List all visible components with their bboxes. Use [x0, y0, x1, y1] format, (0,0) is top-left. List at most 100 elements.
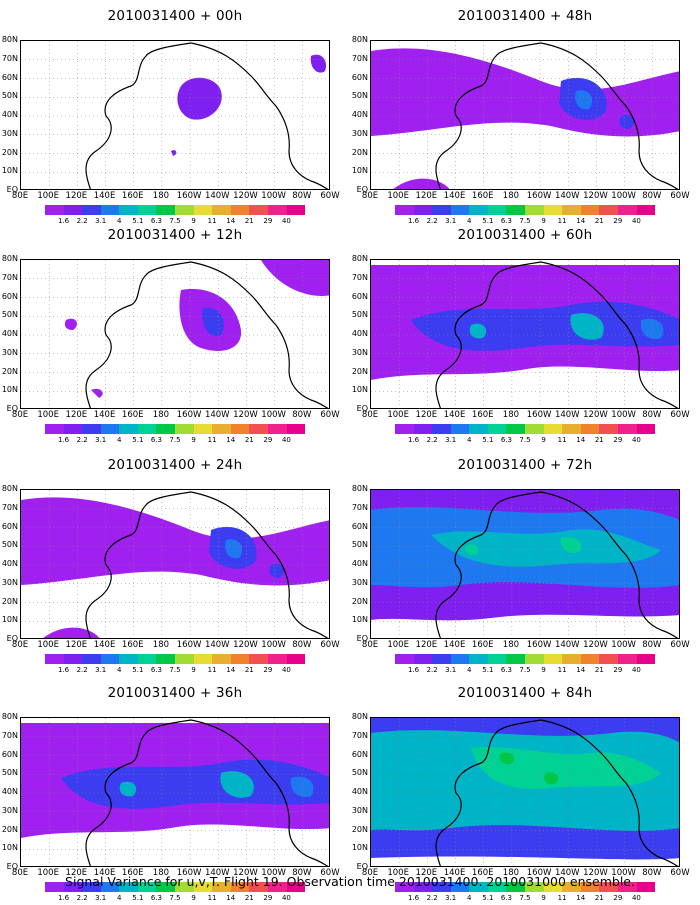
longitude-label: 120W: [583, 640, 608, 650]
colorbar-swatch: [506, 205, 526, 215]
colorbar-swatch: [432, 424, 451, 434]
colorbar-label: 29: [263, 666, 273, 674]
longitude-label: 160W: [526, 868, 552, 878]
colorbar-label: 9: [191, 436, 196, 444]
longitude-label: 80W: [642, 640, 662, 650]
colorbar-label: 3.1: [445, 217, 457, 225]
colorbar-label: 4: [467, 894, 472, 902]
longitude-label: 160E: [471, 191, 494, 201]
colorbar-label: 5.1: [482, 436, 494, 444]
colorbar-swatch: [469, 424, 488, 434]
panel-title: 2010031400 + 36h: [107, 685, 243, 701]
latitude-label: EQ: [6, 185, 18, 194]
colorbar-swatch: [137, 654, 157, 664]
variance-contour: [43, 627, 100, 638]
map-panel: 2010031400 + 24h 80N 70N 60N 50N 40N 30N 20N 10N…: [0, 457, 340, 677]
colorbar: [395, 882, 656, 892]
colorbar-label: 2.2: [76, 436, 88, 444]
longitude-label: 60W: [320, 191, 340, 201]
colorbar-label: 4: [467, 436, 472, 444]
colorbar-swatch: [543, 882, 563, 892]
colorbar-swatch: [395, 424, 414, 434]
latitude-label: 20N: [1, 366, 18, 376]
colorbar-label: 21: [244, 666, 254, 674]
colorbar-label: 4: [117, 666, 122, 674]
colorbar: [45, 205, 306, 215]
latitude-label: 30N: [1, 805, 18, 815]
colorbar-swatch: [286, 882, 306, 892]
colorbar-label: 3.1: [445, 894, 457, 902]
colorbar-label: 4: [117, 894, 122, 902]
map-panel: 2010031400 + 60h 80N 70N 60N 50N 40N 30N 20N 10N…: [350, 227, 690, 447]
figure-caption: Signal Variance for u,v,T. Flight 19. Ob…: [65, 874, 635, 889]
colorbar-swatch: [525, 424, 544, 434]
colorbar-swatch: [212, 424, 231, 434]
colorbar-swatch: [82, 654, 101, 664]
colorbar-swatch: [599, 654, 618, 664]
colorbar-swatch: [119, 882, 138, 892]
longitude-label: 180: [152, 640, 170, 650]
variance-contour: [465, 544, 479, 556]
latitude-label: 20N: [351, 147, 368, 157]
colorbar-swatch: [193, 424, 213, 434]
colorbar-label: 11: [557, 894, 567, 902]
colorbar-label: 6.3: [500, 436, 512, 444]
longitude-label: 100E: [37, 640, 59, 650]
colorbar-swatch: [100, 654, 120, 664]
colorbar-label: 6.3: [500, 894, 512, 902]
latitude-label: 40N: [1, 110, 18, 119]
longitude-label: 140W: [554, 191, 580, 201]
longitude-label: 80W: [292, 868, 312, 878]
colorbar-label: 6.3: [150, 894, 162, 902]
map-panel: 2010031400 + 00h 80N 70N 60N 50N 40N 30N 20N 10N…: [0, 8, 340, 228]
colorbar-swatch: [580, 205, 600, 215]
colorbar-label: 4: [117, 217, 122, 225]
longitude-label: 140W: [554, 640, 580, 650]
colorbar-swatch: [487, 654, 507, 664]
map-panel: 2010031400 + 84h 80N 70N 60N 50N 40N 30N 20N 10N…: [350, 685, 690, 905]
longitude-label: 160E: [121, 410, 144, 420]
latitude-label: 10N: [351, 843, 368, 853]
longitude-label: 120E: [415, 868, 438, 878]
latitude-label: 20N: [1, 824, 18, 834]
colorbar-swatch: [286, 654, 306, 664]
longitude-label: 100E: [37, 410, 59, 420]
latitude-label: 10N: [351, 615, 368, 625]
colorbar-label: 7.5: [169, 666, 181, 674]
colorbar-label: 2.2: [426, 666, 438, 674]
variance-field: [371, 41, 679, 189]
longitude-label: 60W: [320, 410, 340, 420]
colorbar-swatch: [193, 654, 213, 664]
colorbar-swatch: [119, 205, 138, 215]
colorbar-swatch: [119, 424, 138, 434]
longitude-label: 120W: [233, 640, 258, 650]
colorbar-swatch: [562, 205, 581, 215]
colorbar-label: 1.6: [407, 217, 420, 225]
longitude-label: 100W: [261, 191, 286, 201]
colorbar-swatch: [432, 882, 451, 892]
colorbar-label: 2.2: [76, 894, 88, 902]
longitude-label: 120W: [583, 191, 608, 201]
coastline: [435, 491, 679, 638]
longitude-label: 60W: [320, 640, 340, 650]
longitude-label: 80E: [361, 410, 379, 420]
colorbar-swatch: [617, 654, 637, 664]
colorbar-swatch: [525, 654, 544, 664]
colorbar-label: 9: [541, 666, 546, 674]
latitude-label: EQ: [356, 185, 368, 194]
colorbar-label: 11: [557, 217, 567, 225]
colorbar-label: 40: [281, 666, 291, 674]
latitude-label: 60N: [1, 72, 18, 82]
map-panel: 2010031400 + 72h 80N 70N 60N 50N 40N 30N 20N 10N…: [350, 457, 690, 677]
colorbar-swatch: [63, 882, 83, 892]
colorbar-label: 29: [613, 217, 623, 225]
colorbar-label: 6.3: [500, 217, 512, 225]
longitude-label: 140E: [443, 868, 466, 878]
latitude-label: 60N: [351, 291, 368, 301]
colorbar-swatch: [63, 424, 83, 434]
latitude-label: 40N: [351, 329, 368, 338]
colorbar-label: 4: [467, 666, 472, 674]
colorbar: [45, 424, 306, 434]
latitude-label: 30N: [351, 577, 368, 587]
colorbar-swatch: [100, 424, 120, 434]
